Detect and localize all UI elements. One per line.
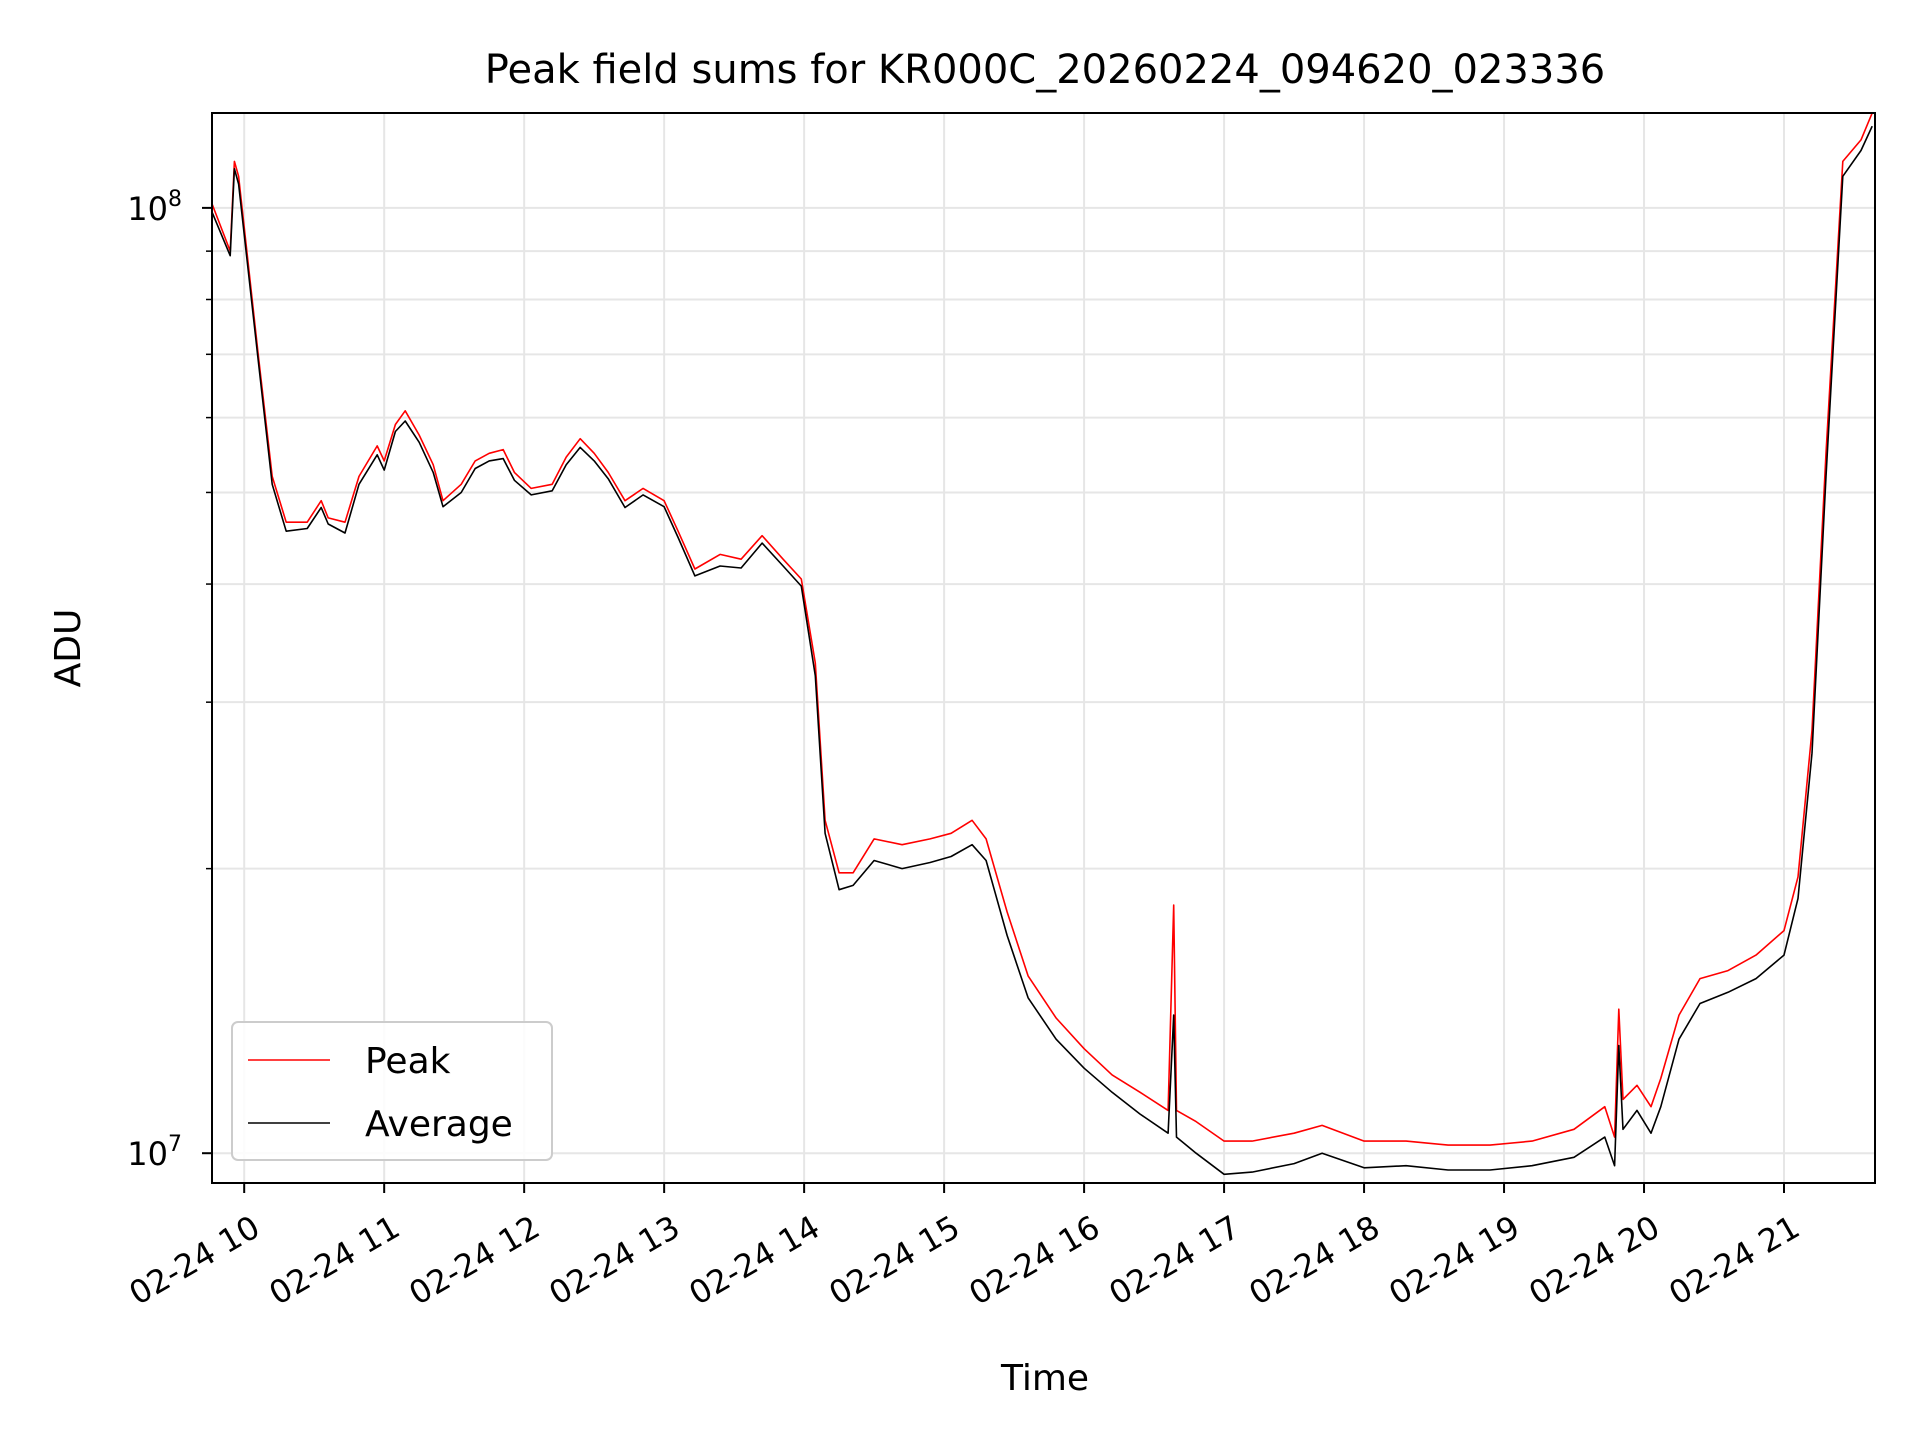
legend: Peak Average [231, 1021, 553, 1161]
y-tick-label-exponent: 7 [168, 1132, 182, 1157]
chart-title: Peak field sums for KR000C_20260224_0946… [485, 47, 1605, 93]
grid [212, 113, 1875, 1183]
plot-series-area [212, 113, 1873, 1176]
legend-average-label: Average [365, 1104, 513, 1145]
y-tick-label-base: 10 [127, 190, 168, 228]
x-axis-label: Time [1000, 1358, 1089, 1399]
legend-peak-label: Peak [365, 1041, 451, 1082]
legend-box [231, 1021, 553, 1161]
y-tick-label: 107 [127, 1132, 182, 1173]
series-average-line [212, 125, 1873, 1176]
y-tick-label-exponent: 8 [168, 187, 182, 212]
y-tick-label-base: 10 [127, 1135, 168, 1173]
plot-frame [211, 112, 1876, 1184]
y-tick-label: 108 [127, 187, 182, 228]
series-peak-line [212, 113, 1873, 1146]
y-axis-label: ADU [48, 609, 89, 688]
